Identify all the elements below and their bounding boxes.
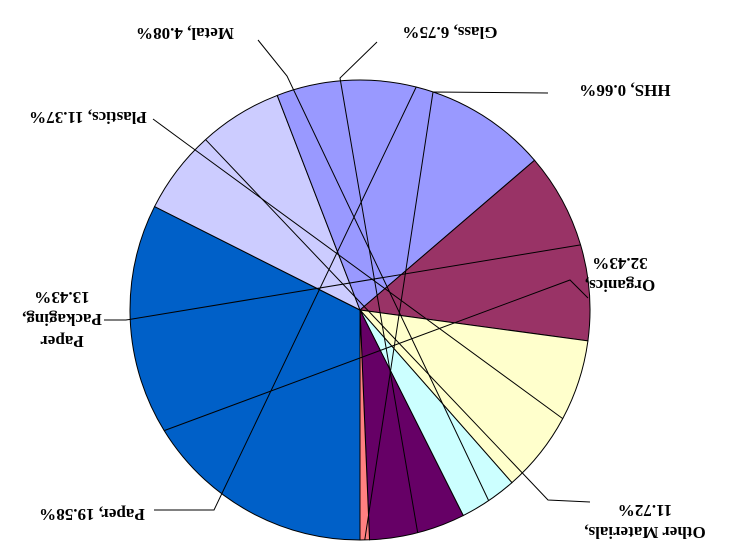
leader-line-other-materials [205, 139, 591, 503]
slice-label-line: Organics, [585, 276, 655, 295]
slice-label-line: Paper [40, 332, 84, 351]
pie-slices [129, 79, 591, 541]
leader-line-organics [164, 279, 589, 432]
pie-slice-paper-packaging [358, 159, 591, 342]
slice-label-paper-packaging: Paper Packaging, 13.43% [22, 288, 102, 351]
leader-line-plastics [152, 118, 564, 420]
slice-label-glass: Glass, 6.75% [403, 23, 498, 42]
slice-label-line: Packaging, [22, 310, 102, 329]
leader-line-hhs [364, 91, 549, 541]
leader-lines [104, 39, 591, 541]
slice-label-line: 32.43% [592, 254, 647, 273]
slice-label-hhs: HHS, 0.66% [579, 81, 670, 100]
chart-rotation-group: Organics, 32.43% Other Materials, 11.72% Pap… [22, 23, 706, 542]
slice-label-metal: Metal, 4.08% [136, 24, 234, 43]
slice-label-line: Plastics, 11.37% [29, 108, 147, 127]
slice-label-line: 11.72% [618, 501, 672, 520]
slice-label-line: Metal, 4.08% [136, 24, 234, 43]
slice-label-organics: Organics, 32.43% [585, 254, 655, 295]
leader-line-paper-packaging [104, 244, 581, 321]
slice-label-line: Other Materials, [584, 523, 705, 542]
slice-labels: Organics, 32.43% Other Materials, 11.72% Pap… [22, 23, 706, 542]
slice-label-other-materials: Other Materials, 11.72% [584, 501, 705, 542]
slice-label-line: Paper, 19.58% [39, 505, 145, 524]
leader-line-metal [257, 39, 490, 501]
slice-label-line: Glass, 6.75% [403, 23, 498, 42]
slice-label-plastics: Plastics, 11.37% [29, 108, 147, 127]
pie-slice-organics [129, 205, 361, 541]
slice-label-line: HHS, 0.66% [579, 81, 670, 100]
slice-label-paper: Paper, 19.58% [39, 505, 145, 524]
leader-line-paper [154, 86, 417, 511]
slice-label-line: 13.43% [34, 288, 89, 307]
leader-line-glass [339, 41, 419, 533]
